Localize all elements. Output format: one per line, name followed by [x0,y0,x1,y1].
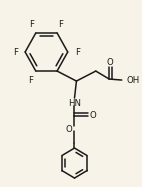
Text: F: F [75,47,80,56]
Text: HN: HN [68,99,81,108]
Text: O: O [65,125,72,134]
Text: OH: OH [127,76,140,85]
Text: O: O [107,58,114,67]
Text: F: F [28,76,34,85]
Text: F: F [29,20,34,29]
Text: F: F [13,47,18,56]
Text: F: F [59,20,63,29]
Text: O: O [89,111,96,119]
